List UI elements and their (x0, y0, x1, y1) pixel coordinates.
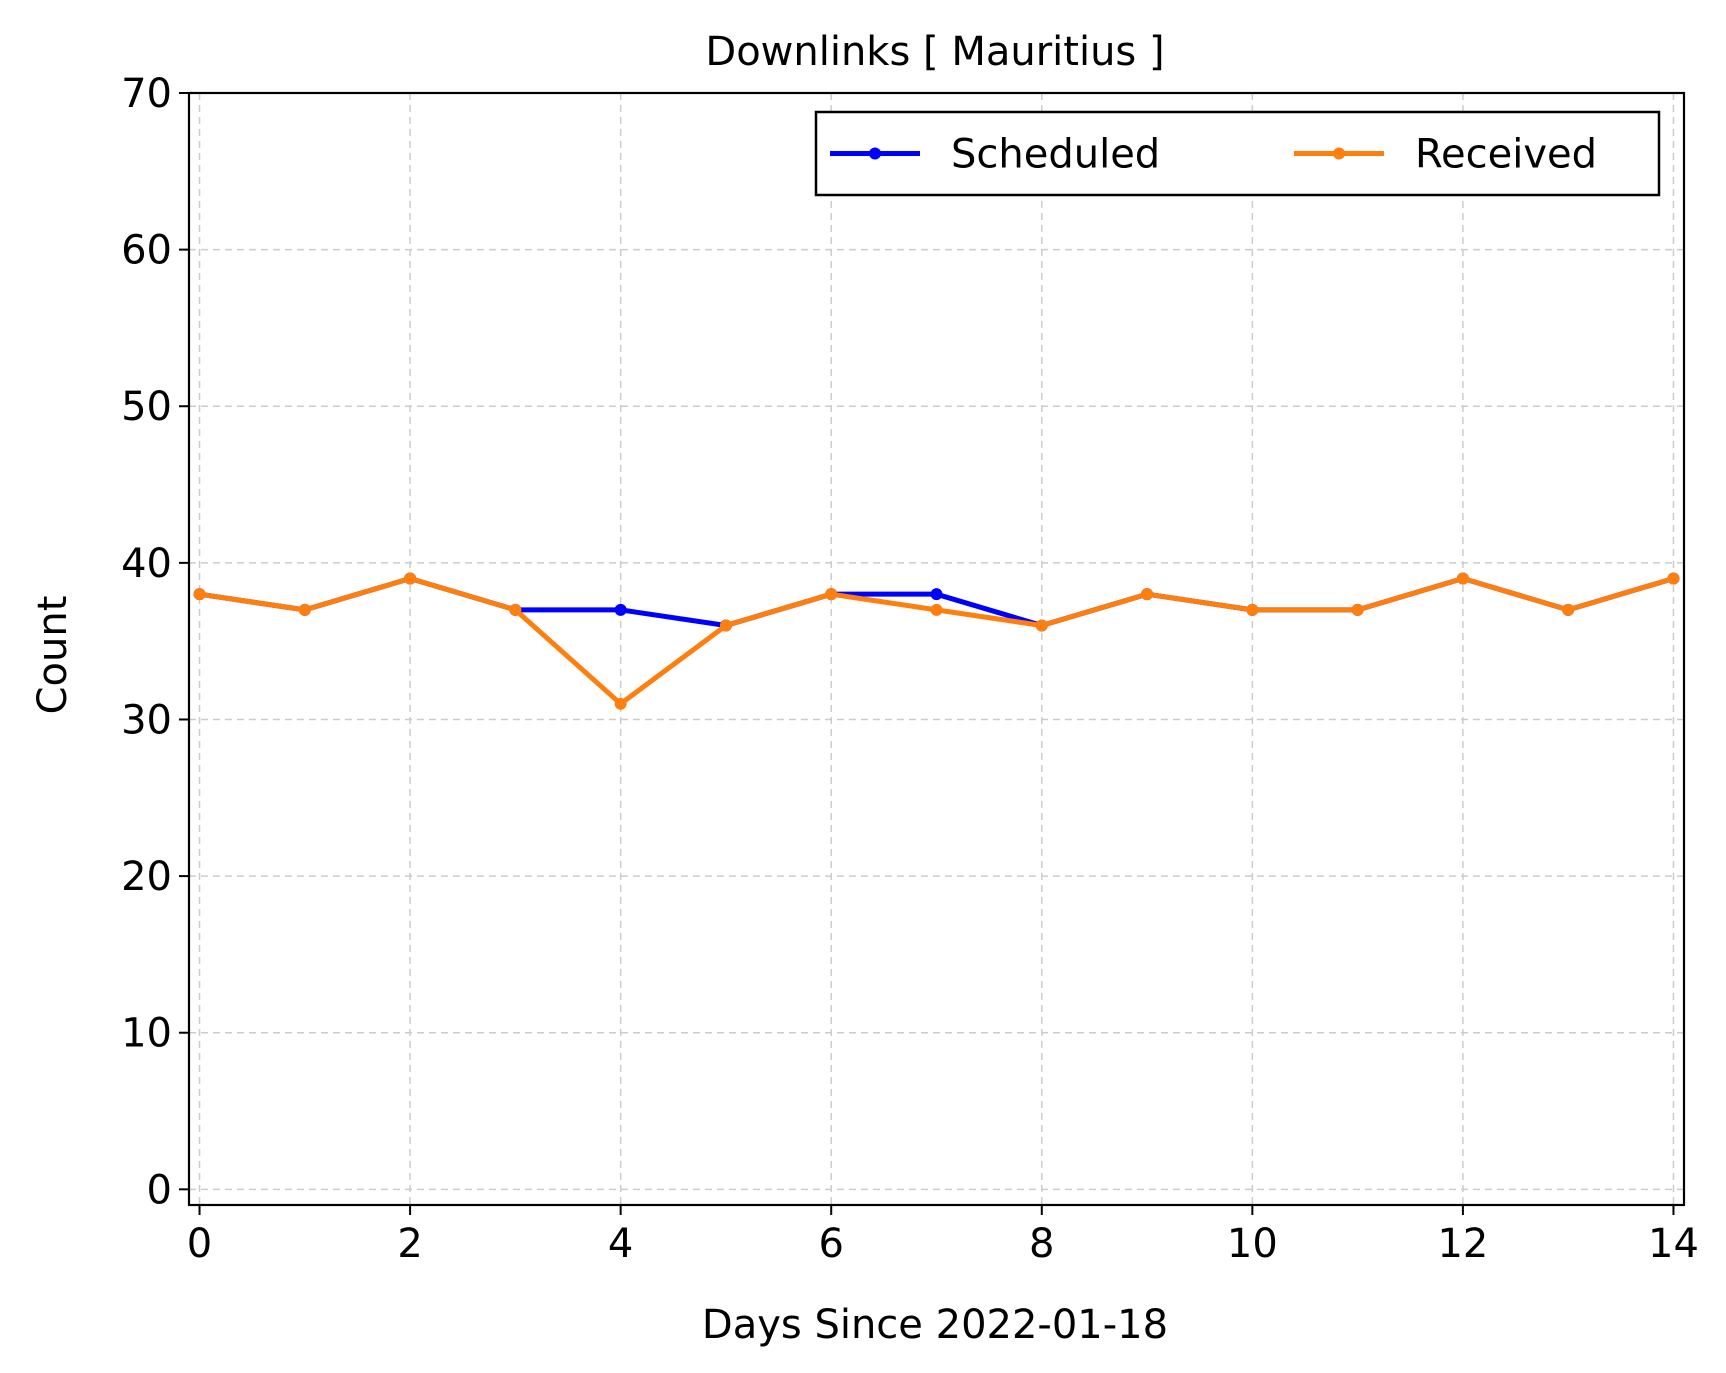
legend-marker (1333, 147, 1345, 160)
y-tick-label: 60 (121, 228, 172, 274)
axis-ticks: 0 2 4 6 8 10 12 14 0 10 20 30 40 50 60 70 (121, 71, 1699, 1267)
data-point (1667, 572, 1680, 585)
y-tick-label: 70 (121, 71, 172, 117)
y-tick-label: 10 (121, 1011, 172, 1057)
x-tick-label: 2 (397, 1221, 422, 1267)
y-axis-label: Count (30, 596, 76, 715)
y-tick-label: 0 (147, 1167, 172, 1213)
data-point (509, 603, 522, 616)
data-point (404, 572, 417, 585)
legend-box (814, 110, 1661, 197)
chart-title: Downlinks [ Mauritius ] (705, 29, 1164, 75)
data-point (614, 697, 627, 710)
x-tick-label: 14 (1648, 1221, 1699, 1267)
legend: Scheduled Received (814, 110, 1661, 197)
x-tick-label: 6 (818, 1221, 843, 1267)
data-point (193, 588, 206, 601)
x-tick-label: 8 (1029, 1221, 1054, 1267)
y-tick-label: 50 (121, 384, 172, 430)
grid-lines (189, 92, 1684, 1205)
x-axis-label: Days Since 2022-01-18 (702, 1302, 1168, 1348)
data-point (719, 619, 732, 632)
x-tick-label: 0 (187, 1221, 212, 1267)
data-point (614, 603, 627, 616)
data-point (1456, 572, 1469, 585)
data-point (1035, 619, 1048, 632)
x-tick-label: 4 (608, 1221, 633, 1267)
data-point (930, 603, 943, 616)
data-point (1246, 603, 1259, 616)
data-point (930, 588, 943, 601)
data-point (825, 588, 838, 601)
y-tick-label: 40 (121, 541, 172, 587)
y-tick-label: 20 (121, 854, 172, 900)
series-layer (193, 572, 1680, 710)
data-point (298, 603, 311, 616)
series-received (193, 572, 1680, 710)
x-tick-label: 12 (1437, 1221, 1488, 1267)
legend-label: Scheduled (951, 132, 1160, 178)
x-tick-label: 10 (1227, 1221, 1278, 1267)
y-tick-label: 30 (121, 697, 172, 743)
plot-frame (187, 91, 1686, 1207)
data-point (1351, 603, 1364, 616)
legend-label: Received (1415, 132, 1597, 178)
data-point (1141, 588, 1154, 601)
data-point (1562, 603, 1575, 616)
legend-marker (869, 147, 881, 160)
